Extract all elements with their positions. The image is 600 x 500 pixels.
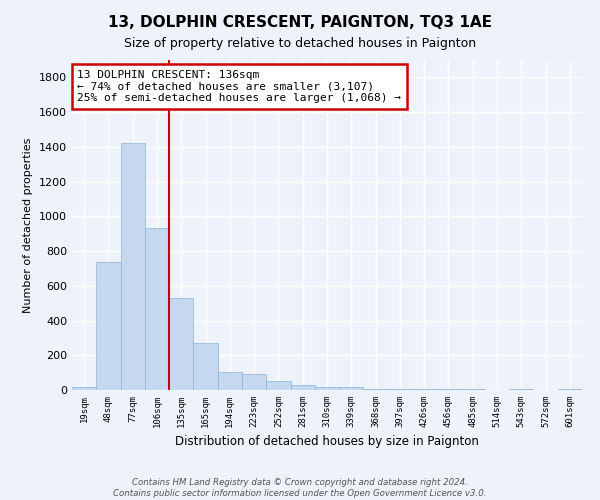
Text: Size of property relative to detached houses in Paignton: Size of property relative to detached ho… bbox=[124, 38, 476, 51]
Bar bbox=[96, 262, 121, 390]
Bar bbox=[436, 389, 461, 390]
Bar bbox=[169, 298, 193, 390]
Bar bbox=[388, 389, 412, 390]
Y-axis label: Number of detached properties: Number of detached properties bbox=[23, 138, 34, 312]
Bar bbox=[290, 385, 315, 390]
Bar bbox=[558, 388, 582, 390]
Bar bbox=[218, 372, 242, 390]
Text: 13, DOLPHIN CRESCENT, PAIGNTON, TQ3 1AE: 13, DOLPHIN CRESCENT, PAIGNTON, TQ3 1AE bbox=[108, 15, 492, 30]
X-axis label: Distribution of detached houses by size in Paignton: Distribution of detached houses by size … bbox=[175, 436, 479, 448]
Bar bbox=[339, 388, 364, 390]
Bar bbox=[315, 386, 339, 390]
Bar bbox=[364, 388, 388, 390]
Bar bbox=[242, 374, 266, 390]
Text: Contains HM Land Registry data © Crown copyright and database right 2024.
Contai: Contains HM Land Registry data © Crown c… bbox=[113, 478, 487, 498]
Bar bbox=[145, 228, 169, 390]
Text: 13 DOLPHIN CRESCENT: 136sqm
← 74% of detached houses are smaller (3,107)
25% of : 13 DOLPHIN CRESCENT: 136sqm ← 74% of det… bbox=[77, 70, 401, 103]
Bar bbox=[121, 142, 145, 390]
Bar bbox=[72, 386, 96, 390]
Bar bbox=[266, 382, 290, 390]
Bar bbox=[193, 343, 218, 390]
